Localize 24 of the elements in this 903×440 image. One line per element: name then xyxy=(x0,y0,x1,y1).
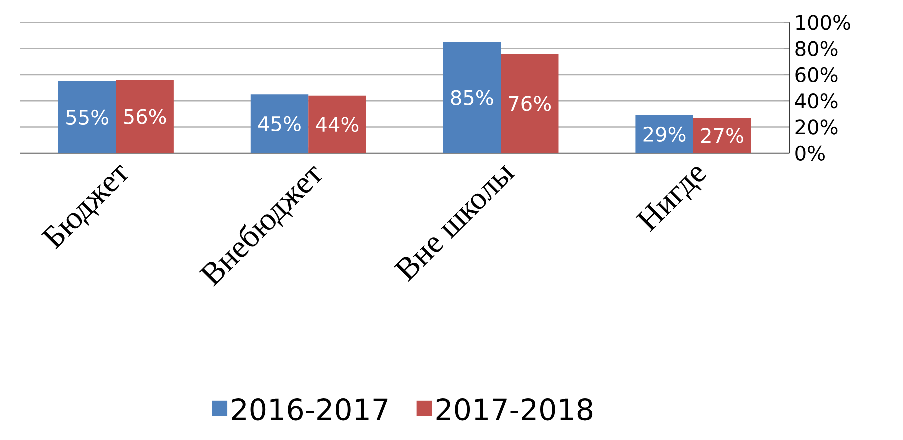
bar xyxy=(501,54,559,154)
data-label: 45% xyxy=(258,116,301,132)
y-tick-label: 0% xyxy=(796,146,825,161)
data-label: 27% xyxy=(702,128,744,144)
data-label: 44% xyxy=(316,116,359,132)
bar xyxy=(58,81,116,154)
data-label: 55% xyxy=(66,110,108,125)
y-tick-label: 60% xyxy=(796,67,838,82)
data-label: 56% xyxy=(124,109,166,124)
y-tick-label: 80% xyxy=(796,41,838,56)
bar xyxy=(693,118,752,154)
bar xyxy=(308,96,366,154)
data-label: 85% xyxy=(451,90,494,106)
legend-label: 2017-2018 xyxy=(436,398,593,421)
bar xyxy=(636,115,694,154)
y-tick-label: 20% xyxy=(796,120,838,135)
bar xyxy=(116,80,174,154)
y-tick-label: 100% xyxy=(796,15,850,30)
bar xyxy=(443,42,502,154)
y-tick-label: 40% xyxy=(795,93,838,109)
bar xyxy=(250,94,309,154)
legend-label: 2016-2017 xyxy=(232,398,388,421)
data-label: 29% xyxy=(644,126,686,142)
data-label: 76% xyxy=(509,96,551,112)
